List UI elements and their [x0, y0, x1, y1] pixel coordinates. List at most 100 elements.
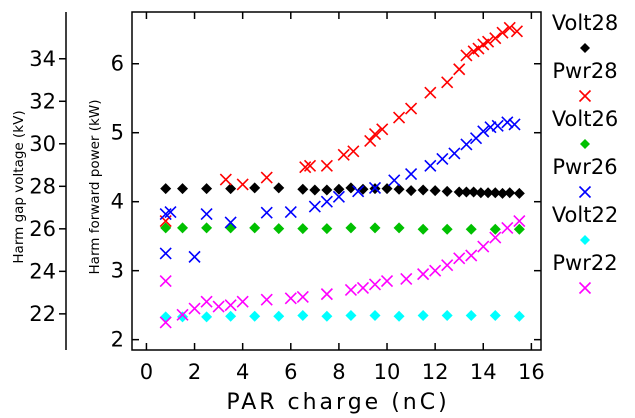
- pwr26-point: [424, 159, 437, 172]
- volt22-point: [273, 310, 285, 322]
- volt26-series: [160, 222, 525, 235]
- y2-tick-label: 26: [29, 217, 56, 241]
- volt28-point: [225, 183, 237, 195]
- pwr22-point: [453, 252, 466, 265]
- pwr26-point: [200, 208, 213, 221]
- volt28-point: [453, 186, 465, 198]
- volt28-point: [513, 187, 525, 199]
- x-tick-label: 12: [422, 360, 449, 384]
- volt26-point: [177, 222, 189, 234]
- legend-label: Volt28: [552, 11, 618, 35]
- data-points: [159, 21, 526, 329]
- volt26-point: [465, 223, 477, 235]
- volt26-point: [273, 223, 285, 235]
- pwr28-point: [368, 128, 382, 141]
- volt22-point: [393, 310, 405, 322]
- volt22-point: [369, 310, 381, 322]
- pwr28-point: [376, 123, 389, 136]
- pwr22-point: [200, 295, 213, 308]
- pwr26-point: [388, 174, 401, 187]
- y2-tick-label: 22: [29, 302, 56, 326]
- y2-tick-label: 28: [29, 174, 56, 198]
- volt28-point: [273, 182, 285, 194]
- pwr26-point: [284, 205, 297, 219]
- x-tick-label: 2: [188, 360, 201, 384]
- pwr26-point: [320, 195, 333, 208]
- pwr26-point: [508, 118, 521, 131]
- volt26-point: [369, 222, 381, 234]
- pwr28-series: [159, 21, 524, 228]
- volt28-point: [357, 183, 369, 195]
- volt26-point: [489, 223, 501, 235]
- pwr28-point: [260, 171, 273, 184]
- pwr22-point: [489, 231, 502, 244]
- y-tick-label: 2: [111, 328, 124, 352]
- pwr28-point: [424, 86, 437, 99]
- x-tick-label: 10: [374, 360, 401, 384]
- volt22-point: [513, 310, 525, 322]
- volt28-point: [333, 183, 345, 195]
- legend-volt28-diamond-icon: [580, 43, 590, 53]
- volt26-point: [345, 222, 357, 234]
- y2-tick-label: 24: [29, 259, 56, 283]
- pwr26-point: [368, 181, 382, 194]
- pwr28-point: [405, 102, 418, 115]
- volt28-point: [429, 185, 441, 197]
- legend-label: Pwr22: [552, 251, 617, 275]
- y2-tick-label: 30: [29, 132, 56, 156]
- legend-label: Volt22: [552, 203, 618, 227]
- pwr22-point: [441, 259, 454, 272]
- forward-power-axis-label: Harm forward power (kW): [87, 100, 103, 275]
- y-tick-label: 3: [111, 259, 124, 283]
- volt28-point: [297, 183, 309, 195]
- y-tick-label: 5: [111, 121, 124, 145]
- volt26-point: [513, 223, 525, 235]
- pwr22-series: [159, 214, 526, 329]
- pwr28-point: [347, 145, 360, 158]
- volt26-point: [249, 222, 261, 234]
- volt22-point: [160, 311, 172, 323]
- volt26-point: [201, 222, 213, 234]
- volt22-point: [225, 310, 237, 322]
- pwr26-point: [460, 138, 473, 151]
- volt22-point: [321, 310, 333, 322]
- legend-volt26-diamond-icon: [580, 139, 590, 149]
- pwr28-point: [303, 159, 317, 172]
- pwr28-point: [392, 111, 406, 124]
- pwr28-point: [337, 148, 350, 161]
- pwr22-point: [212, 300, 225, 313]
- pwr22-point: [188, 302, 201, 315]
- pwr22-point: [356, 281, 370, 294]
- volt28-point: [468, 186, 480, 198]
- volt28-point: [482, 187, 494, 199]
- y2-tick-label: 34: [29, 47, 56, 71]
- volt26-point: [225, 222, 237, 234]
- pwr22-point: [417, 268, 430, 281]
- legend-label: Volt26: [552, 107, 618, 131]
- pwr26-point: [164, 205, 177, 219]
- legend-pwr28-x-icon: [578, 89, 592, 103]
- y-tick-label: 4: [111, 190, 124, 214]
- pwr26-series: [159, 116, 521, 263]
- forward-power-ticks: 2 3 4 5 6: [111, 52, 541, 352]
- pwr28-point: [503, 21, 516, 34]
- volt28-point: [201, 183, 213, 195]
- pwr22-point: [368, 278, 382, 291]
- volt22-point: [417, 310, 429, 322]
- volt28-point: [345, 182, 357, 194]
- pwr22-point: [429, 264, 442, 277]
- volt28-point: [489, 187, 501, 199]
- pwr22-point: [260, 293, 273, 306]
- pwr26-point: [188, 250, 201, 263]
- pwr28-point: [441, 76, 454, 89]
- pwr22-point: [513, 214, 526, 228]
- volt22-point: [177, 311, 189, 323]
- pwr26-point: [448, 147, 461, 160]
- x-tick-label: 0: [140, 360, 153, 384]
- pwr22-point: [236, 295, 249, 308]
- pwr22-point: [320, 288, 333, 301]
- pwr22-point: [501, 221, 514, 234]
- pwr28-point: [320, 159, 333, 172]
- gap-voltage-axis-label: Harm gap voltage (kV): [11, 110, 27, 263]
